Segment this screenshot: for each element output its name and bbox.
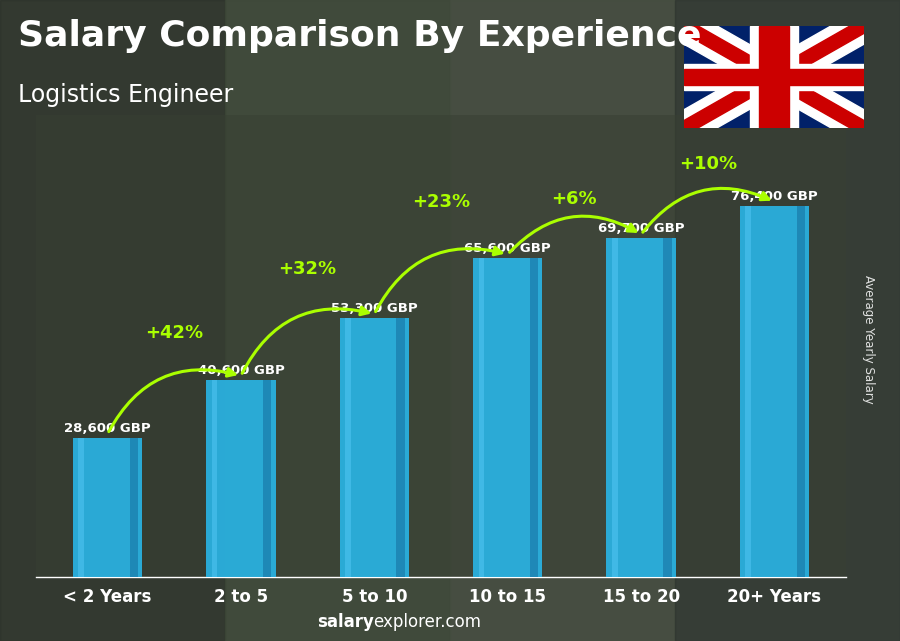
Bar [663,238,671,577]
Bar [473,258,543,577]
Text: 53,300 GBP: 53,300 GBP [331,302,418,315]
Bar [130,438,138,577]
Bar [206,379,275,577]
Text: explorer.com: explorer.com [374,613,482,631]
Bar [607,238,676,577]
Text: 28,600 GBP: 28,600 GBP [64,422,151,435]
Bar [745,206,751,577]
Polygon shape [674,13,874,141]
Text: +6%: +6% [552,190,598,208]
Bar [397,318,405,577]
Text: salary: salary [317,613,373,631]
Text: Average Yearly Salary: Average Yearly Salary [862,276,875,404]
Bar [684,69,864,85]
Polygon shape [680,21,868,133]
Text: 65,600 GBP: 65,600 GBP [464,242,551,255]
Bar [263,379,272,577]
Bar [684,64,864,90]
Bar [78,438,84,577]
Text: 40,600 GBP: 40,600 GBP [197,363,284,377]
Bar [740,206,809,577]
Text: +10%: +10% [679,155,737,173]
Text: 76,400 GBP: 76,400 GBP [731,190,818,203]
Text: +42%: +42% [145,324,203,342]
Bar [73,438,142,577]
Bar [346,318,351,577]
Polygon shape [680,21,868,133]
Bar [612,238,617,577]
Bar [759,26,789,128]
Polygon shape [674,13,874,141]
Bar [796,206,805,577]
Bar [479,258,484,577]
Bar [750,26,798,128]
Text: 69,700 GBP: 69,700 GBP [598,222,684,235]
Bar [530,258,538,577]
Text: +32%: +32% [278,260,337,278]
Bar [212,379,217,577]
Text: Salary Comparison By Experience: Salary Comparison By Experience [18,19,701,53]
Text: +23%: +23% [412,193,470,211]
Text: Logistics Engineer: Logistics Engineer [18,83,233,107]
Bar [339,318,409,577]
